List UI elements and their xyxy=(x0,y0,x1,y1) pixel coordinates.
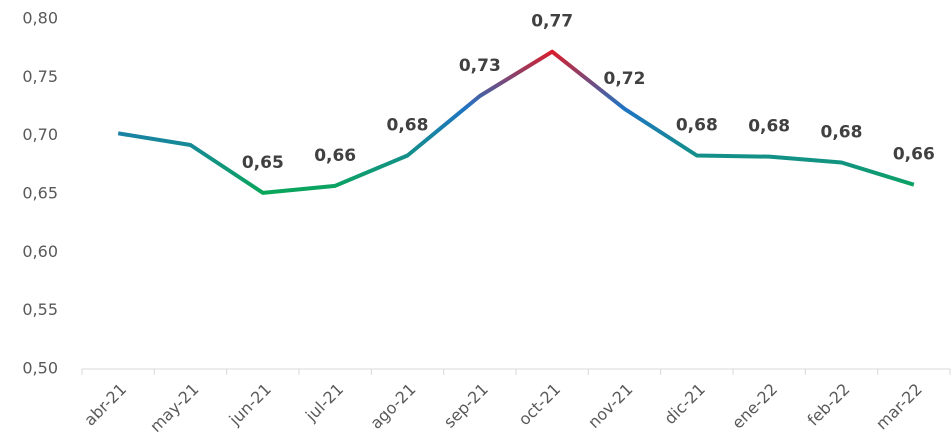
data-label: 0,66 xyxy=(893,145,935,165)
data-label: 0,72 xyxy=(604,69,646,89)
x-tick-label: oct-21 xyxy=(515,380,564,429)
data-label: 0,68 xyxy=(748,117,790,137)
data-label: 0,68 xyxy=(676,116,718,136)
x-tick-label: ene-22 xyxy=(728,380,781,433)
line xyxy=(117,49,915,195)
y-tick-label: 0,70 xyxy=(22,125,58,144)
y-tick-label: 0,75 xyxy=(22,67,58,86)
x-tick-label: ago-21 xyxy=(366,380,419,433)
data-label: 0,68 xyxy=(387,116,429,136)
data-label: 0,65 xyxy=(242,153,284,173)
y-tick-label: 0,80 xyxy=(22,9,58,28)
x-tick-label: may-21 xyxy=(146,380,202,436)
x-tick-label: jun-21 xyxy=(225,380,275,430)
y-tick-label: 0,60 xyxy=(22,242,58,261)
data-label: 0,68 xyxy=(821,123,863,143)
x-tick-label: nov-21 xyxy=(584,380,636,432)
x-tick-label: mar-22 xyxy=(872,380,926,434)
x-tick-label: dic-21 xyxy=(660,380,708,428)
x-tick-label: sep-21 xyxy=(440,380,492,432)
y-tick-label: 0,55 xyxy=(22,300,58,319)
data-label: 0,77 xyxy=(531,12,573,32)
data-label: 0,66 xyxy=(314,146,356,166)
x-tick-label: abr-21 xyxy=(80,380,130,430)
x-tick-label: jul-21 xyxy=(301,380,347,426)
y-tick-label: 0,65 xyxy=(22,184,58,203)
data-label: 0,73 xyxy=(459,56,501,76)
x-tick-label: feb-22 xyxy=(803,380,853,430)
y-tick-label: 0,50 xyxy=(22,359,58,378)
